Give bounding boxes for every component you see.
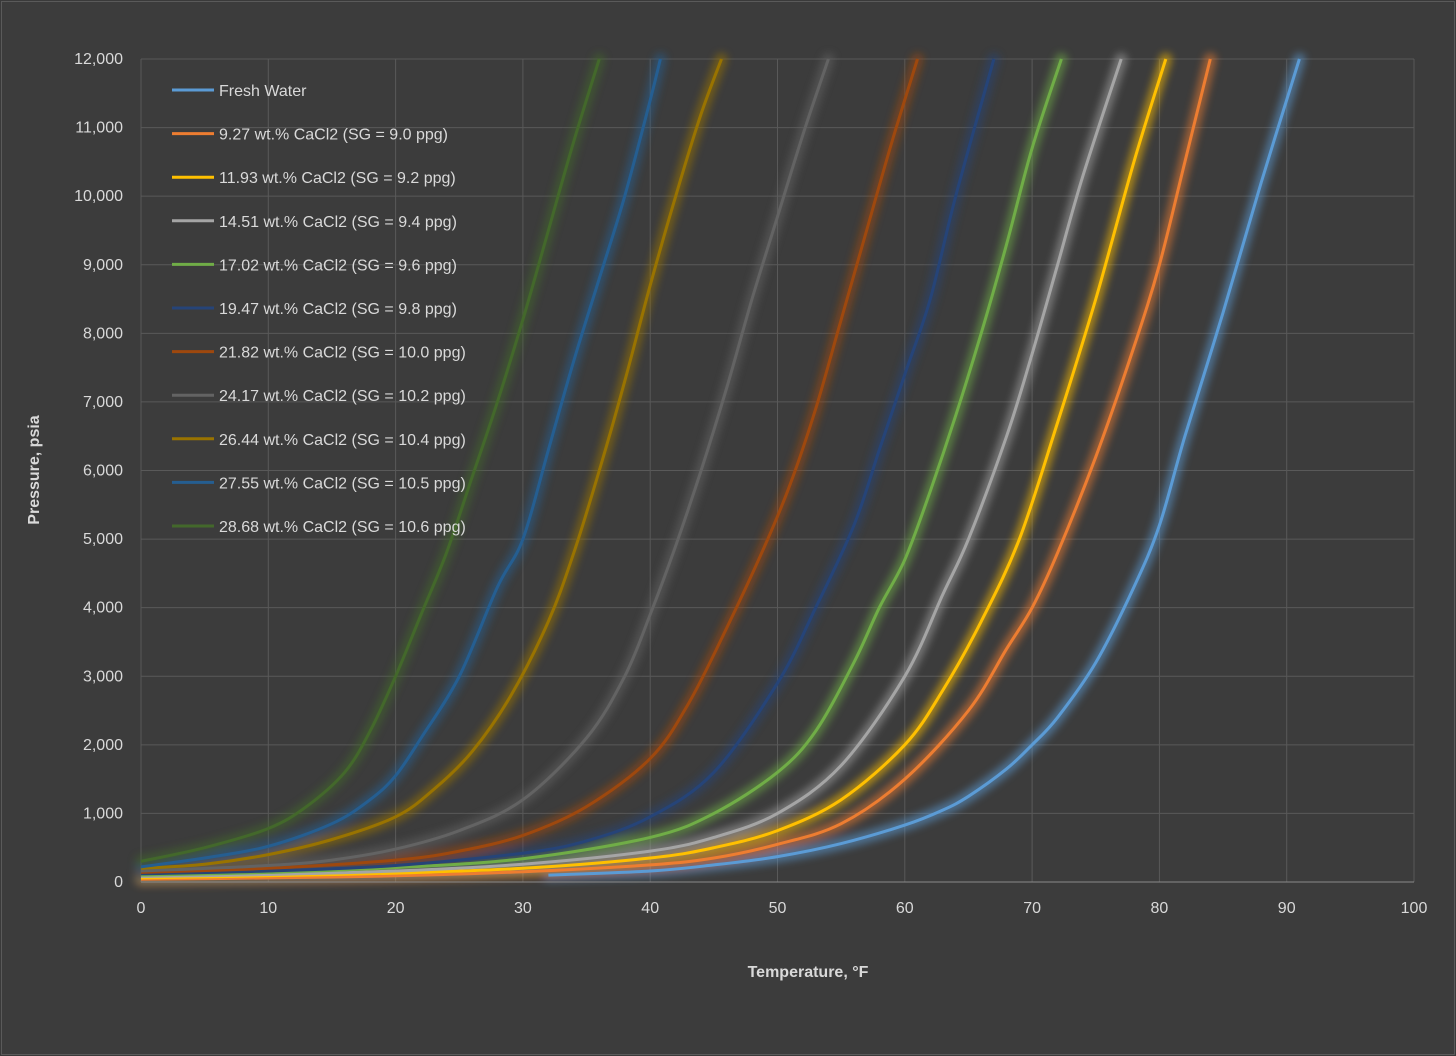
legend-label: 11.93 wt.% CaCl2 (SG = 9.2 ppg) — [219, 170, 456, 187]
series-line-6 — [140, 58, 919, 874]
legend-label: 17.02 wt.% CaCl2 (SG = 9.6 ppg) — [219, 257, 457, 274]
legend-label: 28.68 wt.% CaCl2 (SG = 10.6 ppg) — [219, 519, 466, 536]
legend-label: 24.17 wt.% CaCl2 (SG = 10.2 ppg) — [219, 388, 466, 405]
x-tick-label: 90 — [1278, 900, 1296, 917]
y-tick-label: 11,000 — [75, 120, 123, 137]
x-tick-label: 20 — [387, 900, 405, 917]
series-line-5 — [140, 58, 996, 876]
series-line-8 — [140, 58, 723, 870]
x-tick-label: 50 — [769, 900, 787, 917]
y-tick-label: 8,000 — [83, 325, 123, 342]
series-lines — [140, 58, 1301, 881]
y-tick-label: 7,000 — [83, 394, 123, 411]
y-tick-label: 5,000 — [83, 531, 123, 548]
legend-label: 14.51 wt.% CaCl2 (SG = 9.4 ppg) — [219, 214, 457, 231]
series-line-2 — [140, 58, 1168, 880]
legend-label: 21.82 wt.% CaCl2 (SG = 10.0 ppg) — [219, 345, 466, 362]
x-tick-label: 40 — [641, 900, 659, 917]
x-tick-label: 10 — [259, 900, 277, 917]
x-tick-label: 60 — [896, 900, 914, 917]
x-tick-label: 30 — [514, 900, 532, 917]
series-line-3 — [140, 58, 1123, 878]
legend-label: Fresh Water — [219, 83, 307, 100]
series-line-0 — [548, 58, 1301, 877]
legend-label: 19.47 wt.% CaCl2 (SG = 9.8 ppg) — [219, 301, 457, 318]
axes: 0 1,000 2,000 3,000 4,000 5,000 6,000 7,000 8,00… — [74, 51, 1427, 917]
y-axis-title: Pressure, psia — [26, 415, 43, 525]
y-tick-label: 10,000 — [74, 188, 123, 205]
series-line-7 — [140, 58, 830, 873]
series-line-1 — [140, 58, 1212, 881]
legend-label: 27.55 wt.% CaCl2 (SG = 10.5 ppg) — [219, 475, 466, 492]
x-tick-label: 100 — [1401, 900, 1428, 917]
legend-label: 26.44 wt.% CaCl2 (SG = 10.4 ppg) — [219, 432, 466, 449]
x-tick-label: 70 — [1023, 900, 1041, 917]
y-tick-label: 9,000 — [83, 257, 123, 274]
legend-label: 9.27 wt.% CaCl2 (SG = 9.0 ppg) — [219, 127, 448, 144]
legend: Fresh Water 9.27 wt.% CaCl2 (SG = 9.0 ppg… — [172, 83, 466, 536]
y-tick-label: 2,000 — [83, 737, 123, 754]
y-tick-label: 0 — [114, 874, 123, 891]
y-tick-label: 12,000 — [74, 51, 123, 68]
x-tick-label: 80 — [1151, 900, 1169, 917]
y-tick-label: 1,000 — [83, 805, 123, 822]
series-line-9 — [140, 58, 662, 869]
y-tick-label: 6,000 — [83, 463, 123, 480]
series-line-10 — [140, 58, 601, 863]
series-line-4 — [140, 58, 1063, 877]
y-tick-label: 3,000 — [83, 668, 123, 685]
y-tick-label: 4,000 — [83, 600, 123, 617]
x-axis-title: Temperature, °F — [748, 964, 869, 981]
x-tick-label: 0 — [137, 900, 146, 917]
